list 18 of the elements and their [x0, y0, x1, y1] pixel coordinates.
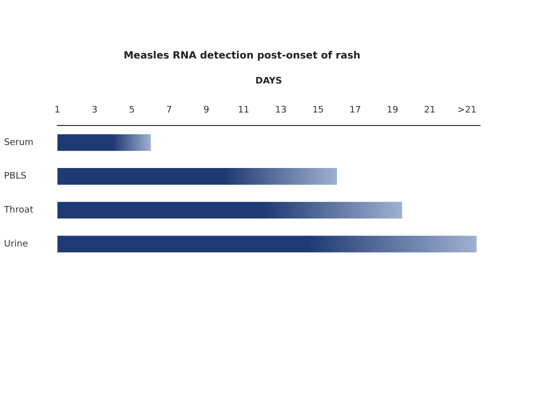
y-tick-label: Throat — [3, 206, 34, 216]
x-tick-label: >21 — [457, 106, 476, 116]
x-axis-title: DAYS — [255, 76, 282, 87]
x-tick-label: 21 — [424, 106, 436, 116]
x-tick-label: 13 — [275, 106, 287, 116]
y-tick-label: PBLS — [4, 172, 27, 182]
x-tick-label: 17 — [350, 106, 361, 116]
x-tick-label: 9 — [203, 106, 210, 116]
x-tick-label: 1 — [54, 106, 60, 116]
x-tick-label: 11 — [238, 106, 250, 116]
x-tick-label: 5 — [129, 106, 135, 116]
x-tick-label: 7 — [166, 106, 172, 116]
y-tick-label: Serum — [4, 138, 34, 148]
chart-title: Measles RNA detection post-onset of rash — [124, 50, 360, 62]
x-tick-label: 19 — [386, 106, 399, 116]
x-tick-label: 15 — [312, 106, 324, 116]
y-tick-label: Urine — [4, 239, 28, 250]
x-tick-label: 3 — [92, 106, 98, 116]
